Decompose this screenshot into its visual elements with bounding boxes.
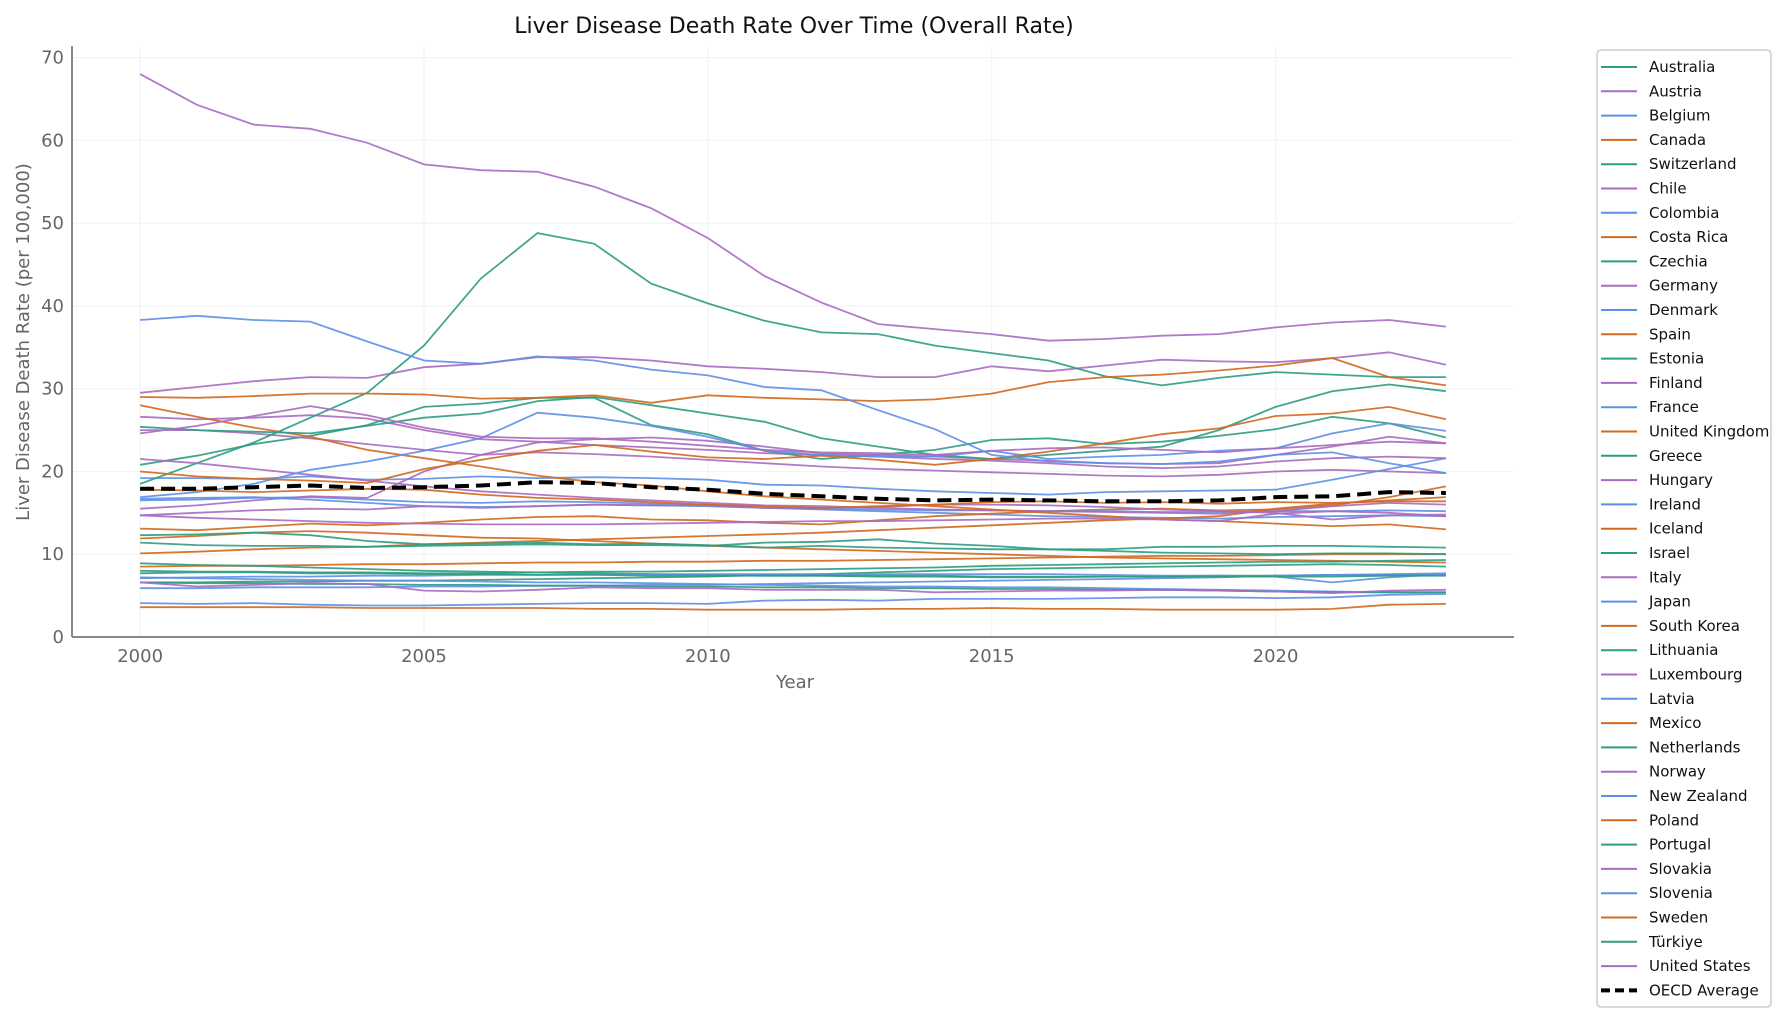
legend-label: Norway [1649,763,1706,781]
legend-label: New Zealand [1649,787,1748,805]
y-axis-label: Liver Disease Death Rate (per 100,000) [13,163,34,521]
legend-label: Australia [1649,58,1715,76]
legend-label: Iceland [1649,520,1703,538]
y-tick-label: 50 [41,213,64,234]
legend-label: Portugal [1649,836,1711,854]
legend-label: Netherlands [1649,738,1741,756]
legend-label: Germany [1649,277,1718,295]
x-tick-label: 2005 [401,646,447,667]
legend-box [1596,49,1772,1008]
y-tick-label: 30 [41,379,64,400]
legend-label: Estonia [1649,350,1704,368]
series-line-italy [140,458,1446,515]
series-line-canada [140,553,1446,568]
legend-label: Italy [1649,568,1682,586]
grid [72,46,1514,638]
legend-label: Finland [1649,374,1703,392]
legend-label: Mexico [1649,714,1701,732]
series-line-germany [140,429,1446,478]
legend-label: Israel [1649,544,1690,562]
series-line-united-states [140,510,1446,526]
series-line-spain [140,530,1446,564]
series-line-t-rkiye [140,559,1446,575]
legend-label: Poland [1649,811,1699,829]
chart-title: Liver Disease Death Rate Over Time (Over… [514,14,1073,39]
legend-label: Slovenia [1649,884,1713,902]
legend-label: Switzerland [1649,155,1737,173]
series-line-chile [140,351,1447,394]
legend-label: Japan [1648,593,1691,611]
x-tick-label: 2010 [685,646,731,667]
legend-label: Austria [1649,82,1702,100]
legend-label: Türkiye [1648,933,1703,951]
series-line-poland [140,405,1447,484]
series-lines [139,73,1447,611]
legend-label: Ireland [1649,495,1701,513]
series-line-hungary [139,73,1447,342]
legend-label: Spain [1649,325,1691,343]
y-tick-label: 10 [41,544,64,565]
x-tick-label: 2000 [117,646,163,667]
legend-label: Luxembourg [1649,666,1743,684]
y-tick-label: 0 [53,627,64,648]
legend-label: Costa Rica [1649,228,1728,246]
legend-label: Canada [1649,131,1706,149]
legend-label: OECD Average [1649,981,1759,999]
x-axis-label: Year [775,672,815,693]
series-line-iceland [140,603,1446,611]
legend-label: United Kingdom [1649,423,1769,441]
x-tick-label: 2020 [1253,646,1299,667]
series-line-costa-rica [140,485,1447,532]
legend-label: Greece [1649,447,1702,465]
series-line-slovakia [139,405,1446,456]
series-line-mexico [140,357,1447,404]
legend-label: Lithuania [1649,641,1718,659]
series-line-south-korea [139,404,1446,531]
legend-label: Colombia [1649,204,1720,222]
legend-label: Czechia [1649,252,1708,270]
legend-label: Latvia [1649,690,1695,708]
series-line-oecd-average [140,480,1446,504]
legend-label: South Korea [1649,617,1740,635]
y-tick-label: 20 [41,461,64,482]
series-line-greece [140,531,1446,551]
series-line-latvia [140,411,1447,498]
y-tick-label: 70 [41,48,64,69]
y-tick-label: 40 [41,296,64,317]
axes [71,46,1514,638]
tick-labels: 0 10 20 30 40 50 60 70 2000 2005 2010 2015 2020 [41,48,1298,667]
legend-label: Chile [1649,180,1687,198]
legend-label: Hungary [1649,471,1713,489]
legend-label: Belgium [1649,107,1711,125]
x-tick-label: 2015 [969,646,1015,667]
series-line-portugal [140,538,1446,556]
legend-label: Sweden [1649,909,1708,927]
legend-label: United States [1649,957,1751,975]
series-line-norway [140,581,1446,595]
legend: Australia Austria Belgium Canada Switzerland… [1596,49,1772,1008]
legend-label: Denmark [1649,301,1718,319]
legend-label: France [1649,398,1699,416]
series-line-slovenia [140,314,1447,474]
series-line-czechia [139,396,1447,466]
series-line-new-zealand [140,593,1446,607]
legend-label: Slovakia [1649,860,1712,878]
series-line-estonia [139,232,1446,485]
series-line-finland [140,435,1447,510]
y-tick-label: 60 [41,130,64,151]
